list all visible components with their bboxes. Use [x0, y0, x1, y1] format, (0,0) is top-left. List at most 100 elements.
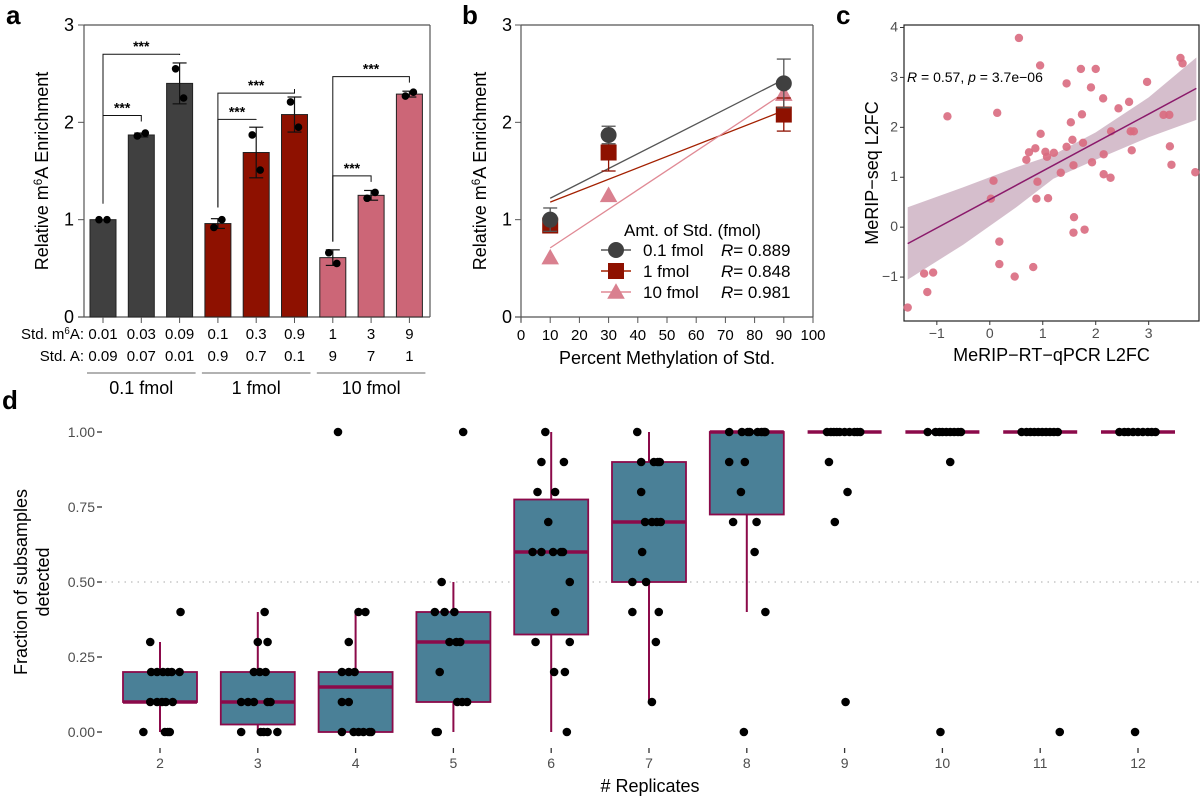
jitter-point [752, 517, 761, 527]
bar [319, 257, 347, 318]
legend-label: 10 fmol [643, 283, 699, 302]
x-tick-label: 80 [746, 327, 763, 344]
scatter-point [1077, 110, 1087, 119]
x-tick-label: 100 [800, 327, 825, 344]
replicate-point [325, 248, 333, 257]
y-tick-label: 1 [64, 210, 74, 230]
scatter-point [1042, 152, 1052, 161]
row-value: 0.09 [88, 348, 117, 365]
scatter-point [1069, 212, 1079, 222]
scatter-point [1165, 142, 1175, 151]
legend-marker-triangle [607, 283, 625, 299]
jitter-point [435, 667, 445, 677]
jitter-point [533, 487, 542, 497]
row-value: 7 [367, 348, 375, 365]
jitter-point [628, 607, 637, 617]
jitter-point [337, 667, 347, 677]
correlation-annotation: R = 0.57, p = 3.7e−06 [907, 69, 1043, 85]
replicate-point [95, 215, 103, 224]
jitter-point [350, 667, 359, 677]
group-label: 1 fmol [232, 378, 281, 398]
jitter-point [841, 697, 850, 707]
group-label: 0.1 fmol [109, 378, 173, 398]
legend-label: 1 fmol [643, 262, 689, 281]
data-point-circle [775, 75, 792, 92]
replicate-point [363, 194, 371, 203]
y-tick-label: 2 [64, 112, 74, 132]
box [317, 671, 394, 733]
x-tick-label: 11 [1033, 755, 1048, 771]
jitter-point [455, 637, 465, 647]
scatter-point [1069, 228, 1078, 237]
jitter-point [236, 697, 246, 707]
jitter-point [1053, 427, 1063, 437]
box [219, 671, 296, 726]
data-point-circle [542, 211, 559, 228]
jitter-point [261, 667, 270, 677]
y-tick-label: 2 [502, 112, 512, 132]
data-point-square [600, 144, 617, 161]
row-value: 3 [367, 326, 375, 343]
y-tick-label: 0.00 [68, 724, 95, 740]
fit-line [549, 110, 785, 203]
x-tick-label: 0 [517, 327, 525, 344]
y-tick-label: 0.50 [68, 574, 95, 590]
scatter-point [1068, 135, 1077, 145]
jitter-point [344, 637, 354, 647]
row-value: 0.01 [165, 348, 194, 365]
jitter-point [560, 667, 570, 677]
replicate-point [401, 92, 410, 100]
jitter-point [167, 667, 177, 677]
jitter-point [433, 727, 443, 737]
jitter-point [437, 577, 446, 587]
box [122, 671, 198, 703]
scatter-point [989, 176, 998, 185]
jitter-point [632, 427, 642, 437]
x-axis-title: MeRIP−RT−qPCR L2FC [953, 345, 1150, 365]
row-label: Std. m6A: [21, 326, 84, 344]
panel-d-box-chart: 0.00 0.25 0.50 0.75 1.00 2 3 4 5 6 7 8 9 10 11 12 # Repl… [11, 424, 1200, 796]
x-axis-title: # Replicates [600, 776, 699, 796]
scatter-point [1032, 194, 1041, 203]
jitter-point [273, 727, 282, 737]
scatter-point [995, 259, 1004, 269]
jitter-point [628, 577, 637, 587]
bar [281, 114, 308, 318]
scatter-point [1024, 148, 1034, 157]
scatter-point [1031, 144, 1040, 153]
scatter-point [993, 108, 1002, 118]
x-tick-label: 6 [547, 755, 555, 771]
scatter-point [1022, 155, 1031, 164]
jitter-point [830, 517, 840, 527]
scatter-point [1099, 170, 1108, 179]
x-tick-label: 2 [156, 755, 164, 771]
jitter-point [728, 517, 738, 527]
confidence-band [907, 57, 1197, 280]
scatter-point [1098, 94, 1108, 103]
jitter-point [543, 517, 553, 527]
jitter-point [337, 697, 347, 707]
significance-label: *** [133, 38, 150, 54]
jitter-point [656, 517, 666, 527]
box [415, 611, 492, 703]
row-value: 1 [405, 348, 413, 365]
x-tick-label: 60 [688, 327, 705, 344]
row-value: 9 [329, 348, 337, 365]
jitter-point [337, 727, 347, 737]
jitter-point [761, 607, 770, 617]
jitter-point [651, 637, 661, 647]
y-axis-title: Relative m6A Enrichment [470, 72, 491, 271]
y-tick-label: 3 [64, 15, 74, 35]
scatter-point [1029, 262, 1038, 272]
x-tick-label: 70 [717, 327, 734, 344]
x-tick-label: 9 [841, 755, 849, 771]
x-tick-label: 5 [450, 755, 458, 771]
scatter-point [928, 268, 938, 277]
jitter-point [945, 457, 955, 467]
y-tick-label: 2 [890, 118, 898, 134]
significance-label: *** [114, 100, 131, 116]
scatter-point [1091, 64, 1100, 74]
jitter-point [253, 637, 263, 647]
scatter-point [1142, 77, 1152, 87]
